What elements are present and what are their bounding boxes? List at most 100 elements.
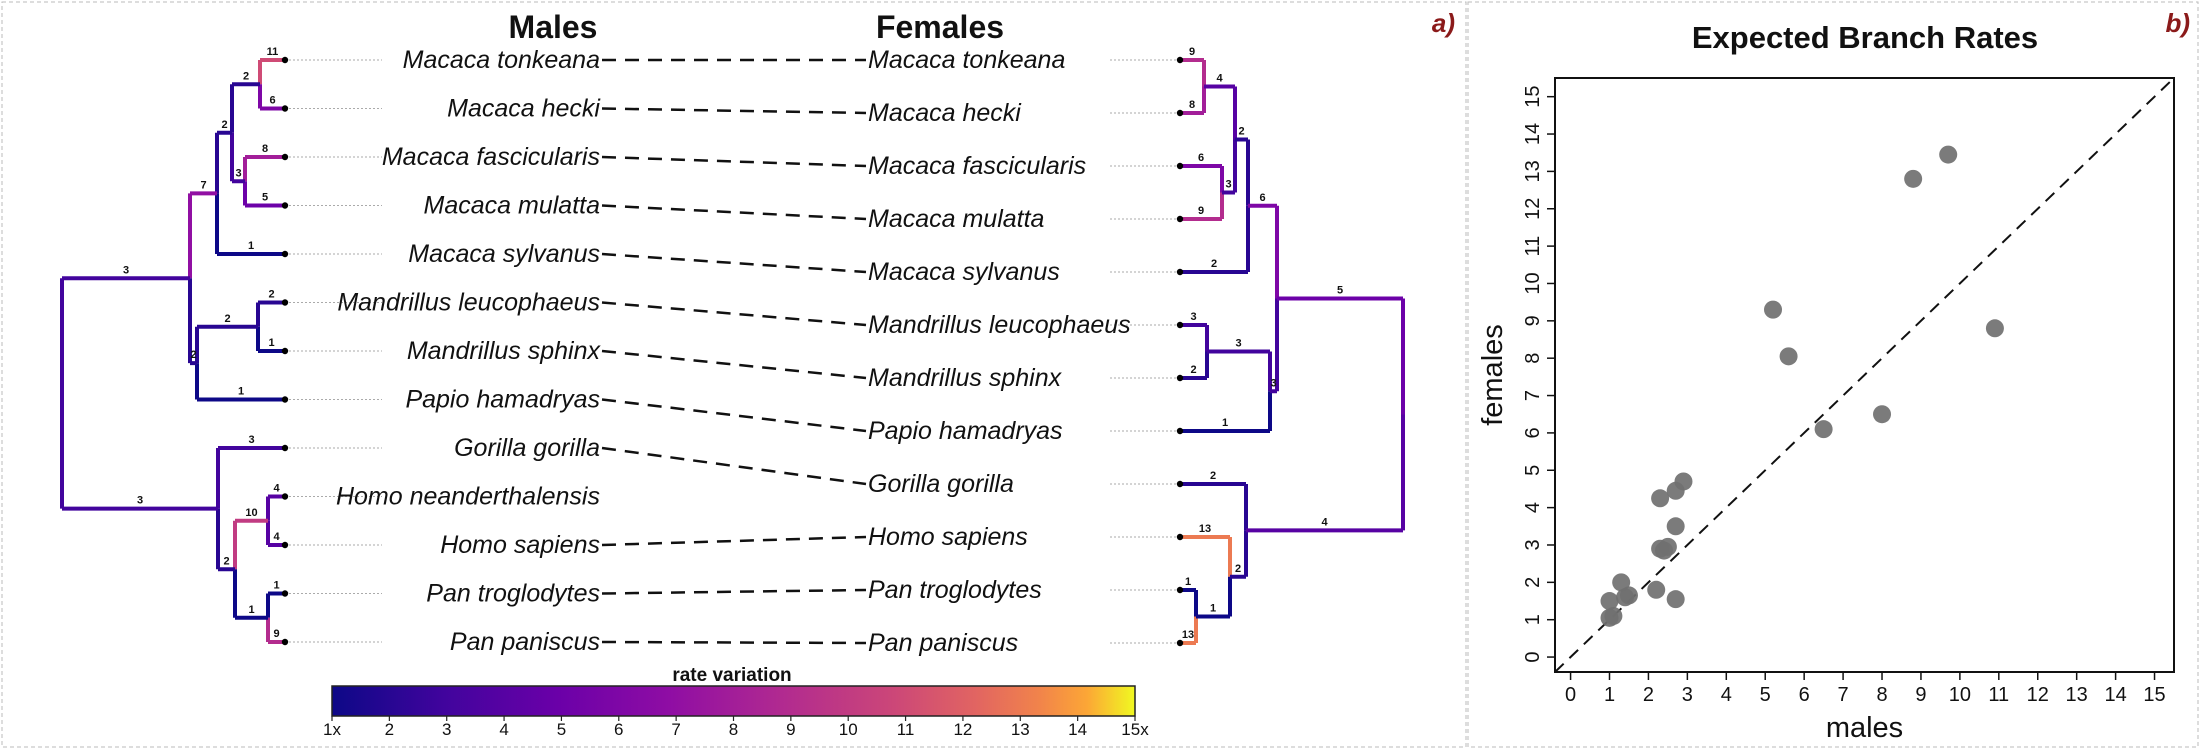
right-tip-label: Pan troglodytes (868, 576, 1042, 604)
left-tip-label: Papio hamadryas (405, 386, 600, 414)
branch-rate-label: 3 (1190, 311, 1196, 323)
right-tip-label: Mandrillus leucophaeus (868, 311, 1131, 339)
colorbar-tick-label: 14 (1068, 720, 1087, 739)
scatter-point (1904, 169, 1923, 188)
scatter-point (1814, 420, 1833, 439)
branch-rate-label: 4 (273, 531, 280, 543)
right-tip-label: Papio hamadryas (868, 417, 1063, 445)
right-tip-label: Macaca mulatta (868, 205, 1045, 233)
scatter-point (1651, 489, 1670, 508)
left-tip-label: Pan troglodytes (426, 580, 600, 608)
scatter-point (1666, 517, 1685, 536)
tip-connector (601, 588, 867, 595)
y-tick-label: 2 (1522, 577, 1544, 588)
branch-rate-label: 3 (1270, 377, 1276, 389)
x-axis-label: males (1826, 712, 1903, 744)
y-tick-label: 13 (1522, 160, 1544, 182)
right-tip-label: Macaca hecki (868, 99, 1022, 127)
left-tip-label: Gorilla gorilla (454, 434, 600, 462)
branch-rate-label: 1 (1185, 576, 1191, 588)
colorbar-title: rate variation (672, 665, 791, 686)
branch-rate-label: 2 (221, 119, 227, 131)
tip-connector (601, 301, 867, 327)
left-tip-label: Homo neanderthalensis (336, 483, 600, 511)
y-tick-label: 0 (1522, 651, 1544, 662)
tip-node (281, 56, 289, 64)
y-tick-label: 7 (1522, 390, 1544, 401)
colorbar-tick-label: 11 (897, 720, 915, 739)
tip-node (281, 590, 289, 597)
right-tip-label: Mandrillus sphinx (868, 364, 1063, 392)
branch-rate-label: 1 (1222, 417, 1228, 429)
left-tip-label: Macaca hecki (447, 95, 601, 123)
tip-node (1176, 427, 1184, 435)
branch-rate-label: 13 (1199, 523, 1211, 535)
tip-connector (601, 398, 867, 433)
tip-connector (601, 535, 867, 547)
x-tick-label: 10 (1949, 684, 1971, 706)
branch-rate-label: 3 (235, 167, 241, 179)
scatter-frame (1554, 77, 2175, 673)
tip-node (1176, 374, 1184, 382)
scatter-point (1619, 586, 1638, 605)
branch-rate-label: 8 (1189, 99, 1195, 111)
tip-node (1176, 639, 1184, 647)
x-tick-label: 7 (1838, 684, 1849, 706)
females-heading: Females (876, 9, 1004, 45)
x-tick-label: 4 (1721, 684, 1732, 706)
colorbar-tick-label: 3 (442, 720, 451, 739)
colorbar-tick-label: 2 (385, 720, 394, 739)
males-heading: Males (509, 9, 598, 45)
branch-rate-label: 9 (1189, 46, 1195, 58)
y-tick-label: 1 (1522, 614, 1544, 625)
y-tick-label: 10 (1522, 272, 1544, 294)
branch-rate-label: 13 (1182, 629, 1194, 641)
panel-b-frame (1467, 1, 2199, 748)
panel-a-frame (1, 1, 1467, 748)
scatter-point (1604, 606, 1623, 625)
y-tick-label: 11 (1522, 236, 1544, 257)
tip-node (1176, 321, 1184, 329)
branch-rate-label: 4 (1321, 516, 1328, 528)
tip-connector (601, 107, 867, 115)
colorbar-tick-label: 9 (786, 720, 795, 739)
scatter-point (1612, 573, 1631, 592)
branch-rate-label: 4 (273, 483, 280, 495)
scatter-point (1658, 537, 1677, 556)
branch-rate-label: 3 (123, 264, 129, 276)
tip-node (281, 396, 289, 403)
left-tip-label: Macaca mulatta (424, 192, 601, 220)
branch-rate-label: 6 (269, 95, 275, 107)
tip-node (281, 541, 289, 549)
branch-rate-label: 6 (1198, 152, 1204, 164)
tip-node (281, 153, 289, 161)
tip-node (281, 444, 289, 452)
colorbar-tick-label: 12 (953, 720, 972, 739)
x-tick-label: 8 (1876, 684, 1887, 706)
colorbar-gradient (331, 685, 1136, 717)
tip-node (1176, 533, 1184, 541)
panel-a-label: a) (1432, 8, 1455, 38)
tip-node (1176, 162, 1184, 170)
x-tick-label: 15 (2143, 684, 2165, 706)
tip-node (1176, 268, 1184, 276)
scatter-point (1674, 472, 1693, 491)
left-tip-label: Macaca sylvanus (408, 240, 600, 268)
tip-node (281, 105, 289, 112)
left-tip-label: Homo sapiens (440, 531, 600, 559)
branch-rate-label: 4 (1216, 73, 1223, 85)
branch-rate-label: 1 (1210, 603, 1216, 615)
x-tick-label: 1 (1604, 684, 1615, 706)
x-tick-label: 14 (2104, 684, 2126, 706)
tip-connector (601, 640, 867, 645)
branch-rate-label: 3 (248, 434, 254, 446)
branch-rate-label: 1 (268, 337, 274, 349)
y-tick-label: 15 (1522, 86, 1544, 108)
right-tip-label: Macaca fascicularis (868, 152, 1086, 180)
branch-rate-label: 2 (224, 313, 230, 325)
y-tick-label: 14 (1522, 123, 1544, 145)
tip-node (1176, 109, 1184, 117)
branch-rate-label: 5 (262, 192, 268, 204)
tip-node (1176, 56, 1184, 64)
